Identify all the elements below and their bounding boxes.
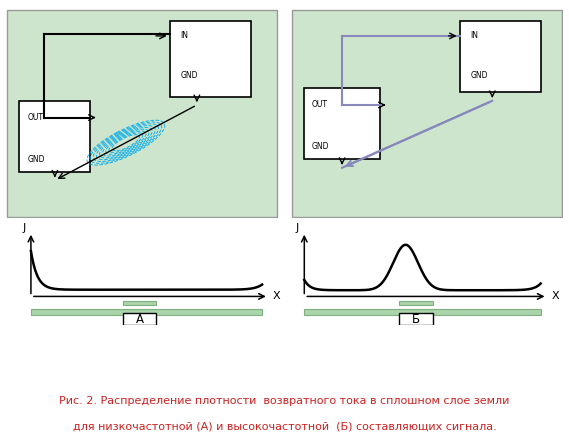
Bar bbox=[123, 313, 156, 325]
Text: IN: IN bbox=[471, 31, 479, 41]
Text: OUT: OUT bbox=[27, 113, 44, 122]
Text: Б: Б bbox=[411, 313, 420, 326]
Text: GND: GND bbox=[471, 71, 488, 80]
Bar bbox=[304, 309, 541, 315]
Bar bbox=[31, 309, 262, 315]
Text: GND: GND bbox=[312, 142, 329, 151]
Text: А: А bbox=[136, 313, 144, 326]
Text: GND: GND bbox=[27, 155, 45, 164]
Bar bbox=[399, 300, 432, 305]
Text: X: X bbox=[273, 291, 281, 301]
Text: GND: GND bbox=[180, 71, 198, 80]
Text: для низкочастотной (А) и высокочастотной  (Б) составляющих сигнала.: для низкочастотной (А) и высокочастотной… bbox=[73, 422, 496, 432]
Text: X: X bbox=[552, 291, 559, 301]
Text: Рис. 2. Распределение плотности  возвратного тока в сплошном слое земли: Рис. 2. Распределение плотности возвратн… bbox=[59, 396, 510, 406]
Text: J: J bbox=[23, 223, 26, 233]
Text: IN: IN bbox=[180, 31, 188, 41]
Bar bbox=[19, 101, 90, 172]
Bar bbox=[399, 313, 432, 325]
Text: OUT: OUT bbox=[312, 100, 328, 109]
Bar bbox=[170, 21, 251, 97]
Bar bbox=[304, 88, 380, 160]
Bar bbox=[123, 300, 156, 305]
Bar bbox=[460, 21, 542, 92]
Text: J: J bbox=[296, 223, 299, 233]
